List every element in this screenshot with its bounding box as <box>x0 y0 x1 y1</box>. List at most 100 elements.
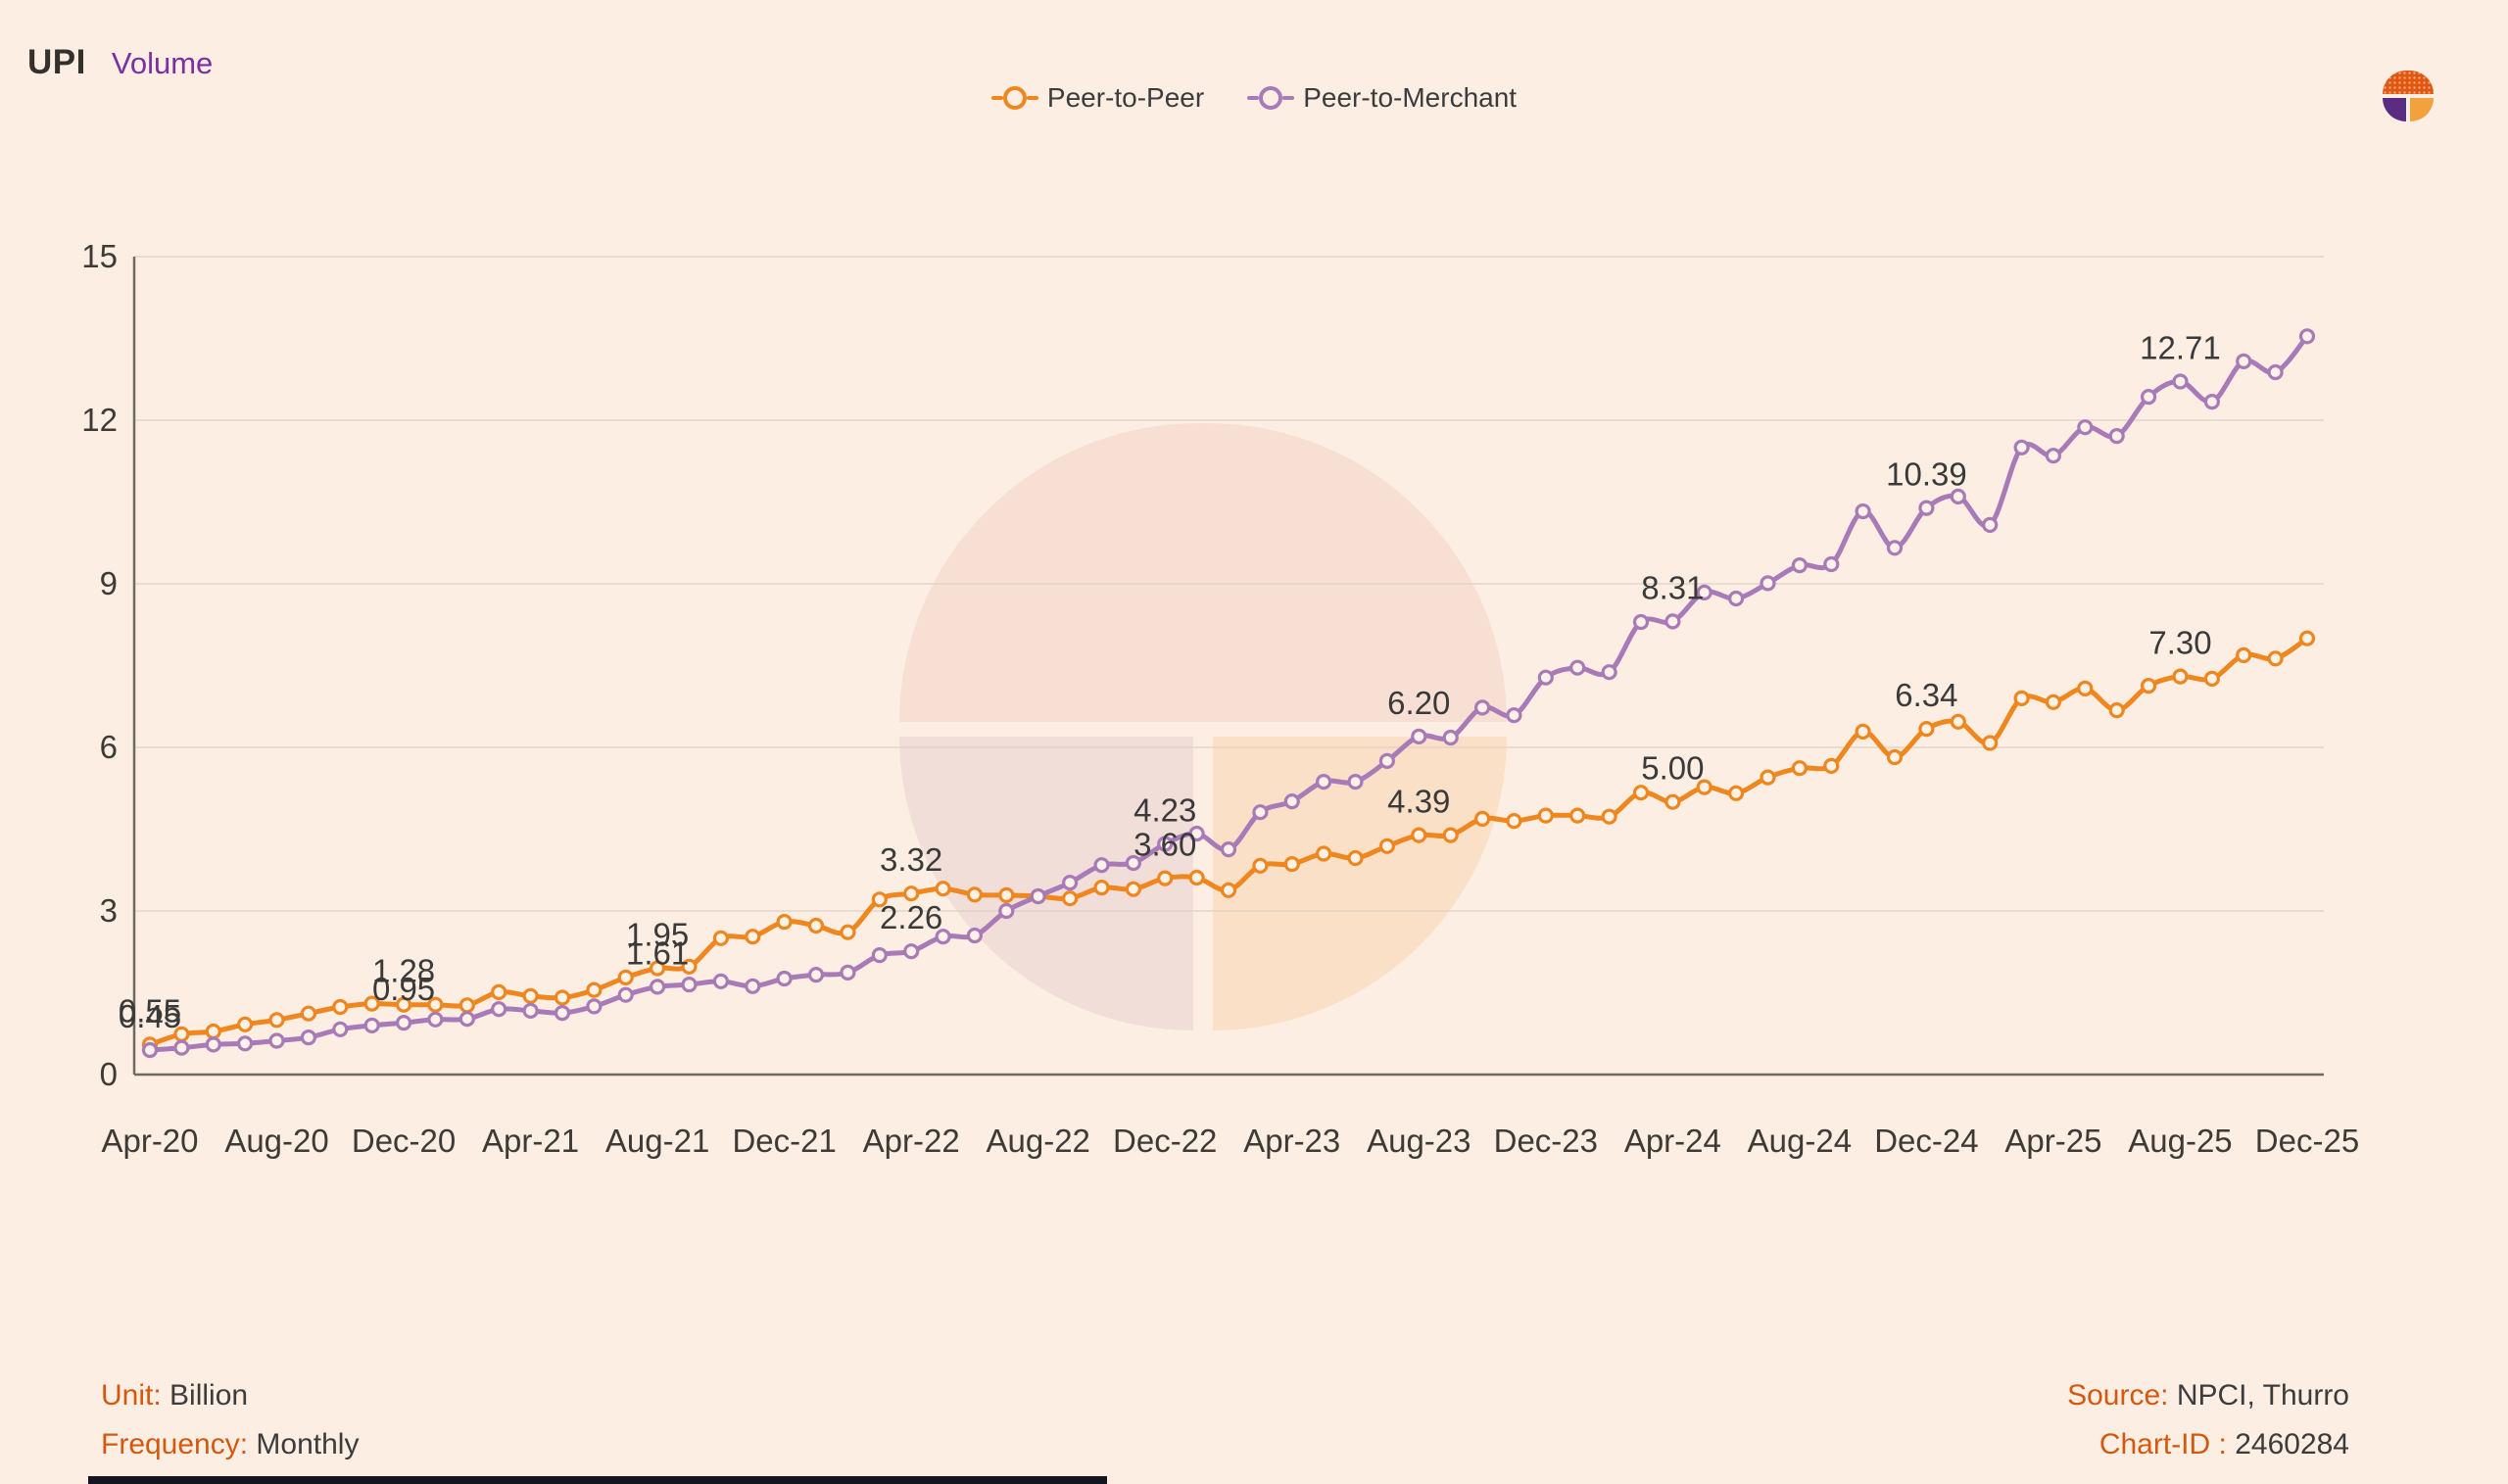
data-point-marker <box>1188 869 1205 886</box>
data-label: 0.45 <box>119 998 181 1034</box>
data-label: 2.26 <box>880 899 942 935</box>
data-point-marker <box>2267 363 2284 381</box>
data-point-marker <box>1855 503 1871 520</box>
data-point-marker <box>2013 439 2030 455</box>
data-point-marker <box>1442 729 1459 746</box>
data-point-marker <box>966 927 984 944</box>
data-point-marker <box>332 1021 349 1037</box>
data-point-marker <box>1030 887 1046 905</box>
data-point-marker <box>2077 419 2094 436</box>
data-point-marker <box>776 970 793 987</box>
header: UPI Volume <box>27 43 213 82</box>
data-point-marker <box>363 1017 380 1034</box>
data-point-marker <box>1569 807 1586 824</box>
data-point-marker <box>1220 882 1237 898</box>
data-point-marker <box>396 996 412 1013</box>
data-point-marker <box>427 1011 444 1028</box>
data-label: 6.20 <box>1387 685 1450 721</box>
data-point-marker <box>1093 879 1110 896</box>
data-point-marker <box>1283 855 1300 873</box>
data-point-marker <box>2108 701 2125 719</box>
data-point-marker <box>1347 773 1364 790</box>
data-point-marker <box>1760 769 1776 786</box>
data-point-marker <box>141 1041 159 1059</box>
data-point-marker <box>522 987 539 1004</box>
data-point-marker <box>586 998 603 1015</box>
data-point-marker <box>2298 328 2316 345</box>
data-label: 4.23 <box>1133 792 1196 829</box>
x-tick-label: Dec-22 <box>1113 1123 1217 1159</box>
data-point-marker <box>2267 650 2284 667</box>
data-point-marker <box>1823 757 1840 775</box>
data-point-marker <box>1506 707 1522 724</box>
data-point-marker <box>2203 394 2220 410</box>
data-point-marker <box>2172 373 2189 390</box>
data-point-marker <box>1315 773 1332 790</box>
data-point-marker <box>2172 668 2189 685</box>
data-label: 1.28 <box>372 953 435 989</box>
data-point-marker <box>2141 389 2157 406</box>
data-point-marker <box>1664 613 1681 630</box>
data-point-marker <box>1950 713 1966 730</box>
data-label: 12.71 <box>2140 329 2221 365</box>
data-point-marker <box>1411 827 1427 843</box>
data-point-marker <box>617 986 634 1003</box>
x-tick-label: Dec-24 <box>1874 1123 1978 1159</box>
data-point-marker <box>2298 630 2316 646</box>
data-point-marker <box>1125 854 1142 872</box>
data-point-marker <box>1727 590 1745 607</box>
data-point-marker <box>2203 670 2220 688</box>
data-point-marker <box>871 946 888 964</box>
data-point-marker <box>1601 664 1617 681</box>
data-point-marker <box>617 969 634 986</box>
data-point-marker <box>1696 779 1712 795</box>
data-point-marker <box>237 1016 254 1032</box>
data-point-marker <box>1093 857 1110 874</box>
x-tick-label: Aug-21 <box>605 1123 709 1159</box>
data-label: 3.32 <box>880 841 942 878</box>
x-tick-label: Apr-24 <box>1624 1123 1721 1159</box>
data-point-marker <box>1252 857 1269 874</box>
data-point-marker <box>1378 838 1396 854</box>
footer-left: Unit: Billion Frequency: Monthly <box>101 1371 359 1469</box>
x-tick-label: Aug-25 <box>2128 1123 2232 1159</box>
data-point-marker <box>1315 845 1332 862</box>
data-point-marker <box>1537 669 1554 686</box>
data-point-marker <box>1061 890 1079 907</box>
p2p-line-marker-icon <box>990 86 1038 110</box>
x-tick-label: Apr-25 <box>2004 1123 2101 1159</box>
data-point-marker <box>427 996 444 1013</box>
data-label: 1.61 <box>626 934 689 971</box>
data-point-marker <box>2108 428 2125 445</box>
data-point-marker <box>935 881 951 897</box>
legend-item-peer-to-merchant[interactable]: Peer-to-Merchant <box>1247 82 1517 114</box>
data-point-marker <box>1473 699 1491 716</box>
data-point-marker <box>458 997 475 1014</box>
unit-label: Unit: <box>101 1379 162 1412</box>
data-point-marker <box>268 1032 285 1049</box>
data-point-marker <box>745 978 761 994</box>
x-tick-label: Apr-22 <box>863 1123 960 1159</box>
p2m-line-marker-icon <box>1247 86 1295 110</box>
data-point-marker <box>745 929 761 945</box>
data-point-marker <box>1220 840 1237 858</box>
data-point-marker <box>1855 723 1871 741</box>
data-point-marker <box>903 886 920 902</box>
data-label: 5.00 <box>1641 750 1704 787</box>
data-point-marker <box>1950 488 1966 504</box>
legend-item-peer-to-peer[interactable]: Peer-to-Peer <box>990 82 1204 114</box>
data-label: 1.95 <box>626 916 689 952</box>
peer-to-merchant-line <box>147 333 2310 1053</box>
unit-row: Unit: Billion <box>101 1371 359 1420</box>
data-point-marker <box>396 1014 412 1031</box>
frequency-label: Frequency: <box>101 1428 249 1460</box>
data-point-marker <box>1125 881 1142 897</box>
data-point-marker <box>586 981 603 998</box>
data-point-marker <box>1061 874 1079 891</box>
data-point-marker <box>998 902 1015 920</box>
data-point-marker <box>332 998 349 1016</box>
data-point-marker <box>1823 555 1840 573</box>
data-point-marker <box>1442 827 1459 843</box>
thurro-logo-icon <box>2383 71 2434 121</box>
data-point-marker <box>300 1005 316 1022</box>
